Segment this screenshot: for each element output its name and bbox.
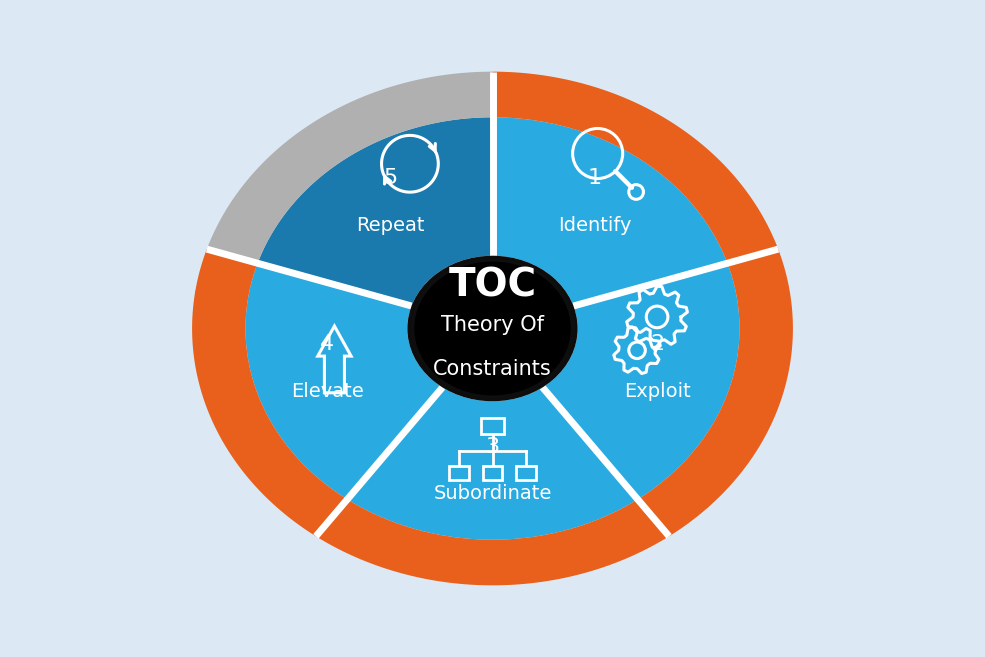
Text: 5: 5	[383, 168, 398, 189]
Ellipse shape	[410, 258, 575, 399]
Ellipse shape	[490, 326, 495, 331]
Ellipse shape	[487, 324, 498, 333]
Polygon shape	[637, 249, 793, 536]
Polygon shape	[710, 208, 769, 252]
Polygon shape	[492, 118, 727, 306]
Text: 4: 4	[320, 334, 335, 354]
Ellipse shape	[444, 287, 541, 370]
Ellipse shape	[422, 268, 563, 389]
Ellipse shape	[464, 304, 521, 353]
Ellipse shape	[425, 270, 560, 387]
Ellipse shape	[408, 256, 577, 401]
Text: 2: 2	[650, 334, 665, 354]
Ellipse shape	[467, 307, 518, 350]
Ellipse shape	[470, 309, 515, 348]
Text: TOC: TOC	[448, 266, 537, 304]
Ellipse shape	[461, 302, 524, 355]
Ellipse shape	[484, 321, 501, 336]
Polygon shape	[192, 249, 348, 536]
Ellipse shape	[441, 285, 544, 372]
Text: 3: 3	[486, 437, 499, 457]
Polygon shape	[664, 475, 708, 530]
Polygon shape	[216, 208, 275, 252]
Text: Theory Of: Theory Of	[441, 315, 544, 335]
Ellipse shape	[427, 273, 558, 384]
Polygon shape	[321, 518, 384, 559]
Text: Subordinate: Subordinate	[433, 484, 552, 503]
Ellipse shape	[450, 292, 535, 365]
Ellipse shape	[476, 314, 509, 343]
Polygon shape	[492, 72, 778, 263]
Ellipse shape	[473, 311, 512, 346]
Ellipse shape	[447, 290, 538, 367]
Ellipse shape	[458, 300, 527, 357]
Ellipse shape	[433, 277, 552, 380]
Polygon shape	[195, 252, 248, 299]
Text: Exploit: Exploit	[624, 382, 690, 401]
Ellipse shape	[413, 261, 572, 396]
Text: Repeat: Repeat	[357, 215, 425, 235]
Text: Elevate: Elevate	[291, 382, 363, 401]
Ellipse shape	[435, 280, 550, 377]
Ellipse shape	[419, 265, 566, 392]
Ellipse shape	[416, 263, 569, 394]
Polygon shape	[348, 388, 637, 539]
Polygon shape	[543, 263, 740, 499]
Text: Identify: Identify	[558, 215, 631, 235]
Polygon shape	[245, 263, 442, 499]
Polygon shape	[316, 499, 669, 585]
Text: Constraints: Constraints	[433, 359, 552, 378]
Ellipse shape	[430, 275, 555, 382]
Polygon shape	[207, 72, 492, 263]
Polygon shape	[258, 118, 492, 306]
Ellipse shape	[479, 317, 506, 340]
Text: 1: 1	[587, 168, 602, 189]
Ellipse shape	[453, 294, 532, 363]
Ellipse shape	[456, 297, 529, 360]
Ellipse shape	[438, 283, 547, 374]
Ellipse shape	[481, 319, 504, 338]
Ellipse shape	[415, 261, 570, 396]
